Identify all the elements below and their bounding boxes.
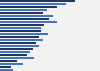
Bar (0, 39, 44, 41)
Bar (0, 12, 43, 14)
Bar (0, 3, 66, 5)
Bar (0, 27, 41, 29)
Bar (0, 48, 33, 50)
Bar (0, 21, 57, 23)
Bar (0, 33, 48, 35)
Bar (0, 66, 11, 68)
Bar (0, 51, 30, 53)
Bar (0, 60, 17, 62)
Bar (0, 54, 27, 56)
Bar (0, 18, 49, 20)
Bar (0, 69, 13, 71)
Bar (0, 0, 75, 2)
Bar (0, 24, 44, 26)
Bar (0, 30, 41, 32)
Bar (0, 63, 23, 65)
Bar (0, 42, 36, 44)
Bar (0, 57, 34, 59)
Bar (0, 9, 47, 11)
Bar (0, 15, 53, 17)
Bar (0, 36, 38, 38)
Bar (0, 45, 38, 47)
Bar (0, 6, 57, 8)
